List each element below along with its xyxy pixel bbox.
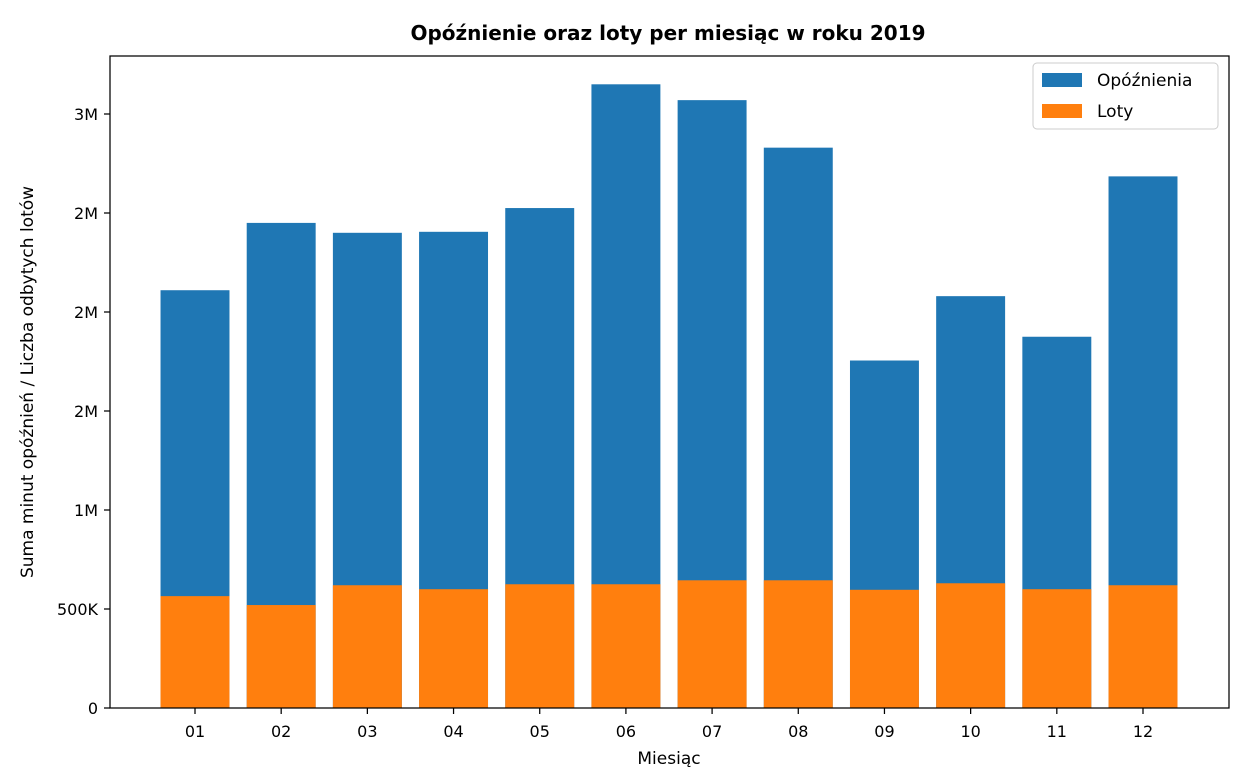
y-tick-label: 2M (74, 303, 98, 322)
y-tick-label: 3M (74, 105, 98, 124)
bar-loty-12 (1108, 585, 1178, 708)
legend-label-loty: Loty (1097, 102, 1133, 122)
y-tick-label: 1M (74, 501, 98, 520)
legend: Opóźnienia Loty (1032, 62, 1219, 130)
x-tick-label: 11 (1047, 722, 1067, 741)
bar-loty-08 (763, 580, 833, 708)
x-tick-label: 08 (788, 722, 808, 741)
x-tick-label: 06 (616, 722, 636, 741)
bar-loty-07 (677, 580, 747, 708)
y-axis-ticks: 0 500K 1M 2M 2M 2M 3M (57, 105, 110, 718)
bar-loty-04 (419, 589, 489, 708)
legend-label-opoznienia: Opóźnienia (1097, 71, 1192, 91)
x-tick-label: 07 (702, 722, 722, 741)
x-axis-ticks: 01 02 03 04 05 06 07 08 09 10 11 12 (185, 708, 1153, 741)
bars-layer (160, 84, 1178, 709)
bar-loty-05 (505, 584, 575, 708)
bar-loty-09 (849, 589, 919, 708)
y-tick-label: 500K (57, 600, 99, 619)
x-axis-label: Miesiąc (637, 749, 700, 769)
legend-swatch-loty (1042, 104, 1082, 118)
bar-loty-10 (936, 583, 1006, 708)
y-tick-label: 2M (74, 204, 98, 223)
x-tick-label: 09 (874, 722, 894, 741)
bar-loty-01 (160, 596, 230, 708)
legend-swatch-opoznienia (1042, 73, 1082, 87)
x-tick-label: 02 (271, 722, 291, 741)
x-tick-label: 12 (1133, 722, 1153, 741)
y-tick-label: 0 (88, 699, 98, 718)
bar-loty-06 (591, 584, 661, 708)
chart-title: Opóźnienie oraz loty per miesiąc w roku … (410, 21, 925, 45)
plot-frame (109, 55, 1230, 709)
x-tick-label: 05 (530, 722, 550, 741)
x-tick-label: 10 (960, 722, 980, 741)
x-tick-label: 04 (443, 722, 463, 741)
x-tick-label: 03 (357, 722, 377, 741)
bar-loty-02 (246, 605, 316, 708)
y-tick-label: 2M (74, 402, 98, 421)
bar-loty-03 (332, 585, 402, 708)
x-tick-label: 01 (185, 722, 205, 741)
bar-loty-11 (1022, 589, 1092, 708)
y-axis-label: Suma minut opóźnień / Liczba odbytych lo… (18, 186, 38, 578)
